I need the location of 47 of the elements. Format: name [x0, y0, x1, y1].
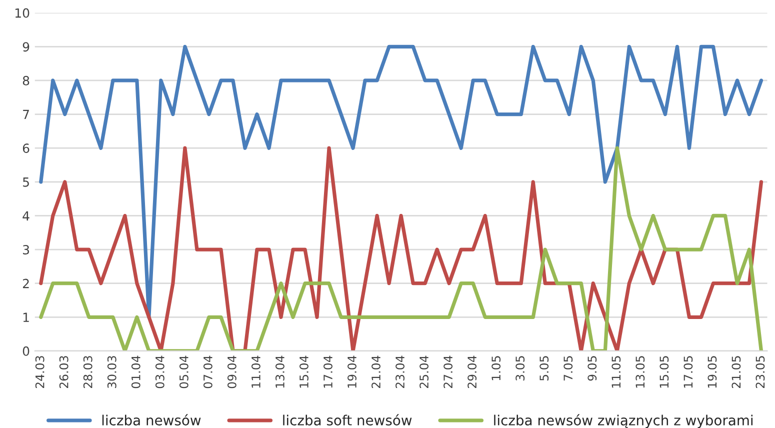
x-tick-label: 15.04: [300, 356, 308, 388]
y-tick-label: 6: [22, 144, 30, 154]
y-tick-label: 7: [23, 110, 29, 120]
x-tick-label: 11.05: [612, 356, 621, 388]
y-tick-label: 1: [23, 312, 29, 322]
x-tick-label: 5.05: [540, 356, 549, 380]
x-tick-label: 27.04: [444, 356, 453, 388]
legend-label: liczba soft newsów: [283, 414, 412, 426]
legend-label: liczba newsów związnych z wyborami: [494, 414, 753, 428]
x-tick-label: 15.05: [660, 356, 669, 388]
y-tick-label: 2: [22, 278, 29, 288]
x-tick-label: 9.05: [588, 356, 597, 381]
x-tick-label: 05.04: [179, 356, 188, 388]
y-tick-label: 9: [22, 42, 30, 52]
x-tick-label: 03.04: [155, 356, 164, 388]
x-tick-label: 1.05: [492, 356, 501, 380]
x-tick-label: 23.05: [756, 356, 765, 388]
x-tick-label: 29.04: [468, 356, 477, 388]
x-tick-label: 7.05: [564, 356, 573, 380]
y-tick-label: 3: [23, 244, 30, 254]
x-tick-label: 17.04: [324, 356, 332, 388]
x-tick-label: 24.03: [35, 356, 44, 388]
x-tick-label: 13.04: [275, 356, 284, 388]
x-tick-label: 13.05: [636, 356, 645, 388]
y-tick-label: 10: [15, 8, 30, 18]
x-tick-label: 19.05: [708, 356, 717, 388]
x-tick-label: 09.04: [227, 356, 236, 388]
y-tick-label: 8: [22, 76, 30, 86]
x-tick-label: 01.04: [131, 356, 140, 388]
x-tick-label: 30.03: [107, 356, 116, 388]
x-tick-label: 11.04: [251, 356, 260, 388]
x-tick-label: 3.05: [516, 356, 525, 381]
x-tick-label: 17.05: [684, 356, 693, 388]
y-tick-label: 4: [22, 211, 30, 220]
legend-label: liczba newsów: [102, 414, 201, 426]
x-tick-label: 28.03: [83, 356, 92, 388]
x-tick-label: 21.04: [372, 356, 380, 388]
y-tick-label: 0: [22, 346, 30, 356]
x-tick-label: 07.04: [203, 356, 212, 388]
line-series: [39, 44, 764, 319]
x-tick-label: 25.04: [420, 356, 428, 388]
x-tick-label: 23.04: [396, 356, 404, 388]
line-series: [39, 146, 764, 351]
y-tick-label: 5: [23, 178, 29, 187]
x-tick-label: 19.04: [348, 356, 356, 388]
x-tick-label: 26.03: [59, 356, 68, 388]
x-tick-label: 21.05: [732, 356, 741, 388]
